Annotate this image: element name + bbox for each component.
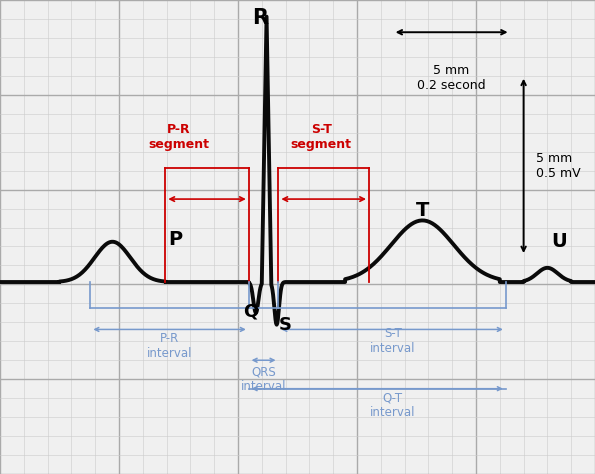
- Text: P: P: [168, 230, 183, 249]
- Text: S-T
segment: S-T segment: [291, 123, 352, 152]
- Text: 5 mm
0.5 mV: 5 mm 0.5 mV: [536, 152, 580, 180]
- Text: U: U: [552, 232, 567, 251]
- Text: S: S: [279, 316, 292, 334]
- Text: T: T: [416, 201, 429, 220]
- Text: QRS
interval: QRS interval: [241, 365, 286, 393]
- Text: S-T
interval: S-T interval: [370, 327, 415, 356]
- Text: 5 mm
0.2 second: 5 mm 0.2 second: [417, 64, 486, 92]
- Text: Q: Q: [243, 303, 259, 321]
- Text: P-R
interval: P-R interval: [147, 332, 192, 360]
- Text: Q-T
interval: Q-T interval: [370, 391, 415, 419]
- Text: R: R: [253, 8, 268, 28]
- Text: P-R
segment: P-R segment: [148, 123, 209, 152]
